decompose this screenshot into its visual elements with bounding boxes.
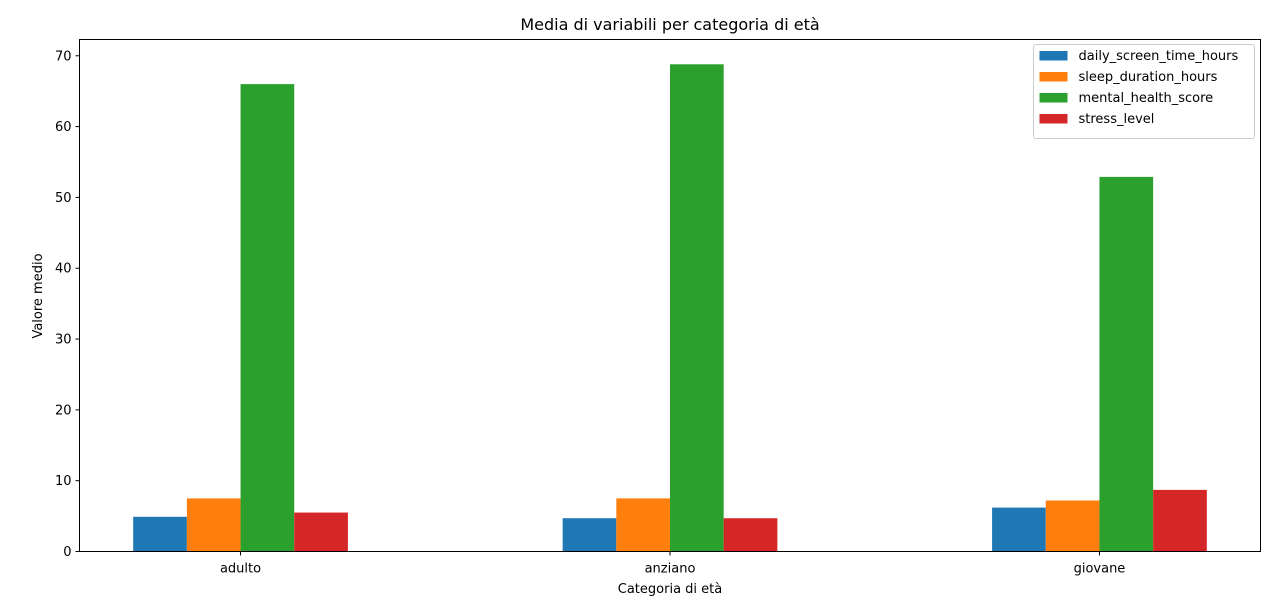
x-tick-label: giovane bbox=[1074, 562, 1126, 577]
bar-daily_screen_time_hours-anziano bbox=[562, 518, 617, 552]
bar-stress_level-adulto bbox=[294, 512, 348, 552]
bar-mental_health_score-anziano bbox=[670, 64, 724, 552]
x-tick-label: adulto bbox=[220, 562, 261, 577]
y-tick-label: 20 bbox=[55, 403, 72, 418]
legend-label-sleep_duration_hours: sleep_duration_hours bbox=[1079, 70, 1218, 85]
bar-daily_screen_time_hours-giovane bbox=[992, 507, 1046, 552]
legend-frame bbox=[1033, 44, 1255, 139]
legend-swatch-daily_screen_time_hours bbox=[1039, 51, 1068, 61]
plot-frame bbox=[79, 39, 1261, 552]
bars-layer bbox=[133, 64, 1207, 552]
legend-swatch-sleep_duration_hours bbox=[1039, 72, 1068, 82]
bar-stress_level-giovane bbox=[1153, 489, 1207, 552]
legend-swatch-stress_level bbox=[1039, 114, 1068, 124]
chart-title: Media di variabili per categoria di età bbox=[520, 15, 819, 34]
x-tick-label: anziano bbox=[645, 562, 696, 577]
legend-label-daily_screen_time_hours: daily_screen_time_hours bbox=[1079, 49, 1239, 64]
x-axis-label: Categoria di età bbox=[618, 582, 722, 597]
bar-mental_health_score-giovane bbox=[1099, 176, 1154, 552]
bar-sleep_duration_hours-giovane bbox=[1045, 500, 1100, 552]
bar-daily_screen_time_hours-adulto bbox=[133, 516, 187, 552]
y-tick-label: 50 bbox=[55, 191, 72, 206]
legend-label-stress_level: stress_level bbox=[1079, 112, 1155, 127]
bar-mental_health_score-adulto bbox=[240, 84, 295, 552]
axes-layer: 0 10 20 30 40 50 60 70 adulto anziano giovane bbox=[55, 49, 1125, 576]
y-axis-label: Valore medio bbox=[31, 253, 46, 338]
y-tick-label: 60 bbox=[55, 120, 72, 135]
bar-sleep_duration_hours-anziano bbox=[616, 498, 670, 552]
y-tick-label: 0 bbox=[63, 545, 71, 560]
bar-sleep_duration_hours-adulto bbox=[186, 498, 241, 552]
y-tick-label: 40 bbox=[55, 262, 72, 277]
legend-swatch-mental_health_score bbox=[1039, 93, 1068, 103]
y-tick-label: 70 bbox=[55, 49, 72, 64]
y-tick-label: 10 bbox=[55, 474, 72, 489]
bar-stress_level-anziano bbox=[723, 518, 778, 552]
legend-label-mental_health_score: mental_health_score bbox=[1079, 91, 1214, 106]
y-tick-label: 30 bbox=[55, 333, 72, 348]
legend: daily_screen_time_hours sleep_duration_ho… bbox=[1033, 44, 1255, 139]
